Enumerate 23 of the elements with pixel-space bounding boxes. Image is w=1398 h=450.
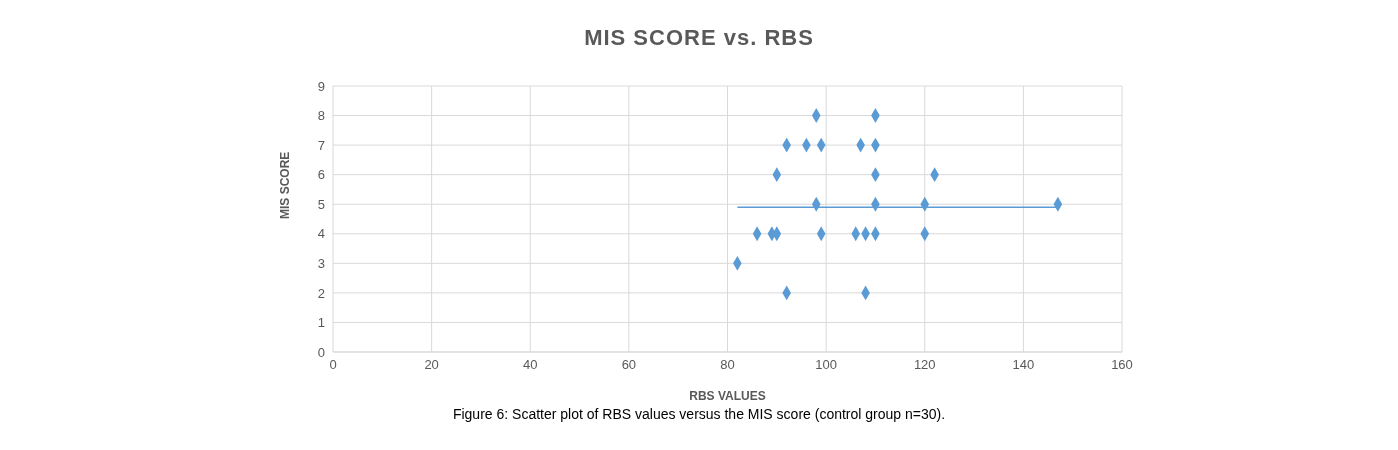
x-tick-label: 120 <box>913 357 936 373</box>
y-tick-label: 1 <box>317 315 325 331</box>
x-tick-label: 40 <box>523 357 538 373</box>
x-tick-label: 140 <box>1012 357 1035 373</box>
y-tick-label: 9 <box>317 78 325 94</box>
x-tick-label: 20 <box>424 357 439 373</box>
x-tick-label: 100 <box>815 357 837 373</box>
y-tick-label: 7 <box>317 137 325 153</box>
x-tick-label: 80 <box>720 357 735 373</box>
y-tick-label: 6 <box>317 167 325 183</box>
y-tick-label: 2 <box>317 285 325 301</box>
chart-title: MIS SCORE vs. RBS <box>583 24 815 52</box>
y-tick-label: 0 <box>317 344 325 360</box>
y-tick-label: 4 <box>317 226 325 242</box>
y-tick-label: 5 <box>317 196 325 212</box>
x-tick-label: 160 <box>1111 357 1133 373</box>
x-tick-label: 60 <box>621 357 637 373</box>
y-tick-label: 8 <box>317 108 325 124</box>
y-tick-label: 3 <box>317 255 325 271</box>
x-axis-title: RBS VALUES <box>689 389 766 403</box>
x-tick-label: 0 <box>329 357 337 373</box>
y-axis-title: MIS SCORE <box>278 151 293 219</box>
caption: Figure 6: Scatter plot of RBS values versus the MIS score (control group n=30). <box>451 406 947 422</box>
